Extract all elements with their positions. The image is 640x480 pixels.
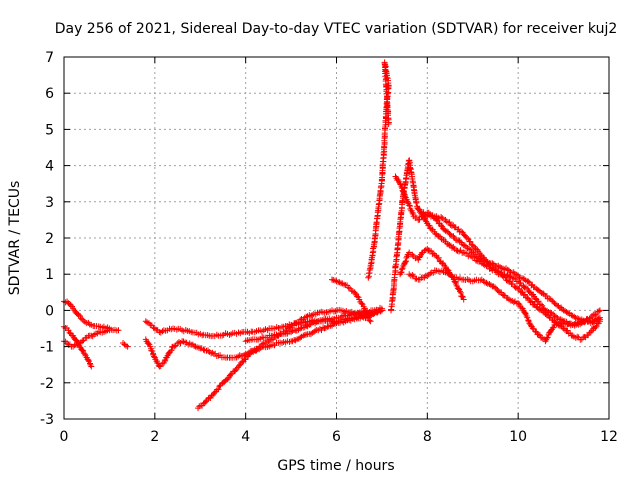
- x-tick-label: 10: [509, 429, 527, 445]
- data-markers: [365, 59, 392, 281]
- series-track-j: [365, 59, 392, 281]
- series-track-a: [61, 298, 122, 334]
- y-tick-label: 2: [45, 231, 54, 247]
- y-tick-label: 3: [45, 195, 54, 211]
- x-tick-label: 6: [332, 429, 341, 445]
- y-tick-label: -2: [40, 376, 54, 392]
- y-tick-label: 1: [45, 267, 54, 283]
- series-track-l: [392, 173, 603, 325]
- y-tick-label: 5: [45, 122, 54, 138]
- y-tick-label: 0: [45, 303, 54, 319]
- x-tick-label: 0: [60, 429, 69, 445]
- chart-title: Day 256 of 2021, Sidereal Day-to-day VTE…: [55, 21, 618, 37]
- grid: [64, 57, 609, 419]
- series-track-o: [406, 267, 603, 345]
- data-points: [61, 59, 603, 412]
- data-markers: [61, 298, 122, 334]
- series-track-g: [195, 306, 385, 412]
- x-axis-label: GPS time / hours: [277, 458, 394, 474]
- x-tick-label: 4: [241, 429, 250, 445]
- x-tick-label: 2: [150, 429, 159, 445]
- data-markers: [120, 340, 131, 350]
- x-tick-label: 12: [600, 429, 618, 445]
- data-markers: [392, 173, 603, 325]
- y-axis-label: SDTVAR / TECUs: [7, 181, 23, 296]
- y-tick-label: 4: [45, 159, 54, 175]
- data-markers: [406, 267, 603, 345]
- series-track-d: [120, 340, 131, 350]
- data-markers: [195, 306, 385, 412]
- y-tick-label: 6: [45, 86, 54, 102]
- y-tick-label: -1: [40, 340, 54, 356]
- series-track-i: [329, 276, 374, 325]
- x-tick-label: 8: [423, 429, 432, 445]
- y-tick-label: -3: [40, 412, 54, 428]
- y-tick-label: 7: [45, 50, 54, 66]
- data-markers: [329, 276, 374, 325]
